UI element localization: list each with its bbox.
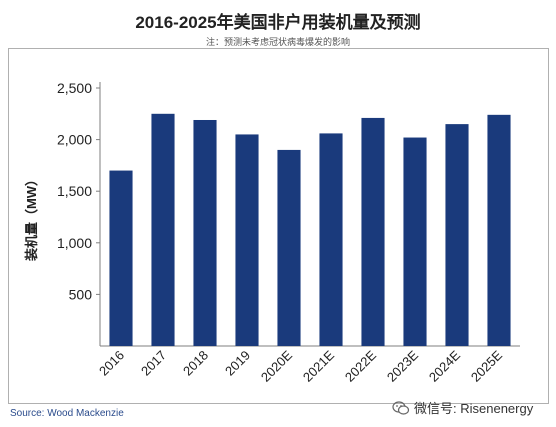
bar-2021E [319, 133, 343, 346]
x-tick-label: 2017 [138, 348, 169, 379]
y-tick-label: 500 [69, 286, 93, 302]
x-tick-label: 2018 [180, 348, 211, 379]
x-tick-label: 2019 [222, 348, 253, 379]
bar-2018 [193, 119, 217, 346]
chart-title: 2016-2025年美国非户用装机量及预测 [135, 13, 421, 32]
x-tick-label: 2023E [384, 347, 421, 384]
x-tick-label: 2025E [468, 347, 505, 384]
bar-2022E [361, 117, 385, 346]
bar-2019 [235, 134, 259, 346]
bar-2025E [487, 114, 511, 346]
y-tick-label: 1,500 [57, 183, 92, 199]
y-axis-label: 装机量（MW） [24, 173, 39, 262]
source-note: Source: Wood Mackenzie [10, 408, 124, 419]
bar-2023E [403, 137, 427, 346]
x-tick-label: 2024E [426, 347, 463, 384]
y-tick-label: 2,500 [57, 80, 92, 96]
chart-note: 注：预测未考虑冠状病毒爆发的影响 [205, 37, 350, 47]
bar-2024E [445, 124, 469, 347]
x-tick-label: 2020E [258, 347, 295, 384]
bar-2016 [109, 170, 133, 346]
x-tick-label: 2022E [342, 347, 379, 384]
bar-2017 [151, 113, 175, 346]
bar-2020E [277, 149, 301, 346]
chart-frame [8, 48, 549, 404]
y-tick-label: 2,000 [57, 132, 92, 148]
wechat-icon [392, 400, 410, 415]
y-tick-label: 1,000 [57, 235, 92, 251]
x-tick-label: 2016 [96, 348, 127, 379]
wechat-watermark: 微信号: Risenenergy [392, 398, 533, 417]
wechat-id: 微信号: Risenenergy [414, 401, 534, 416]
x-tick-label: 2021E [300, 347, 337, 384]
